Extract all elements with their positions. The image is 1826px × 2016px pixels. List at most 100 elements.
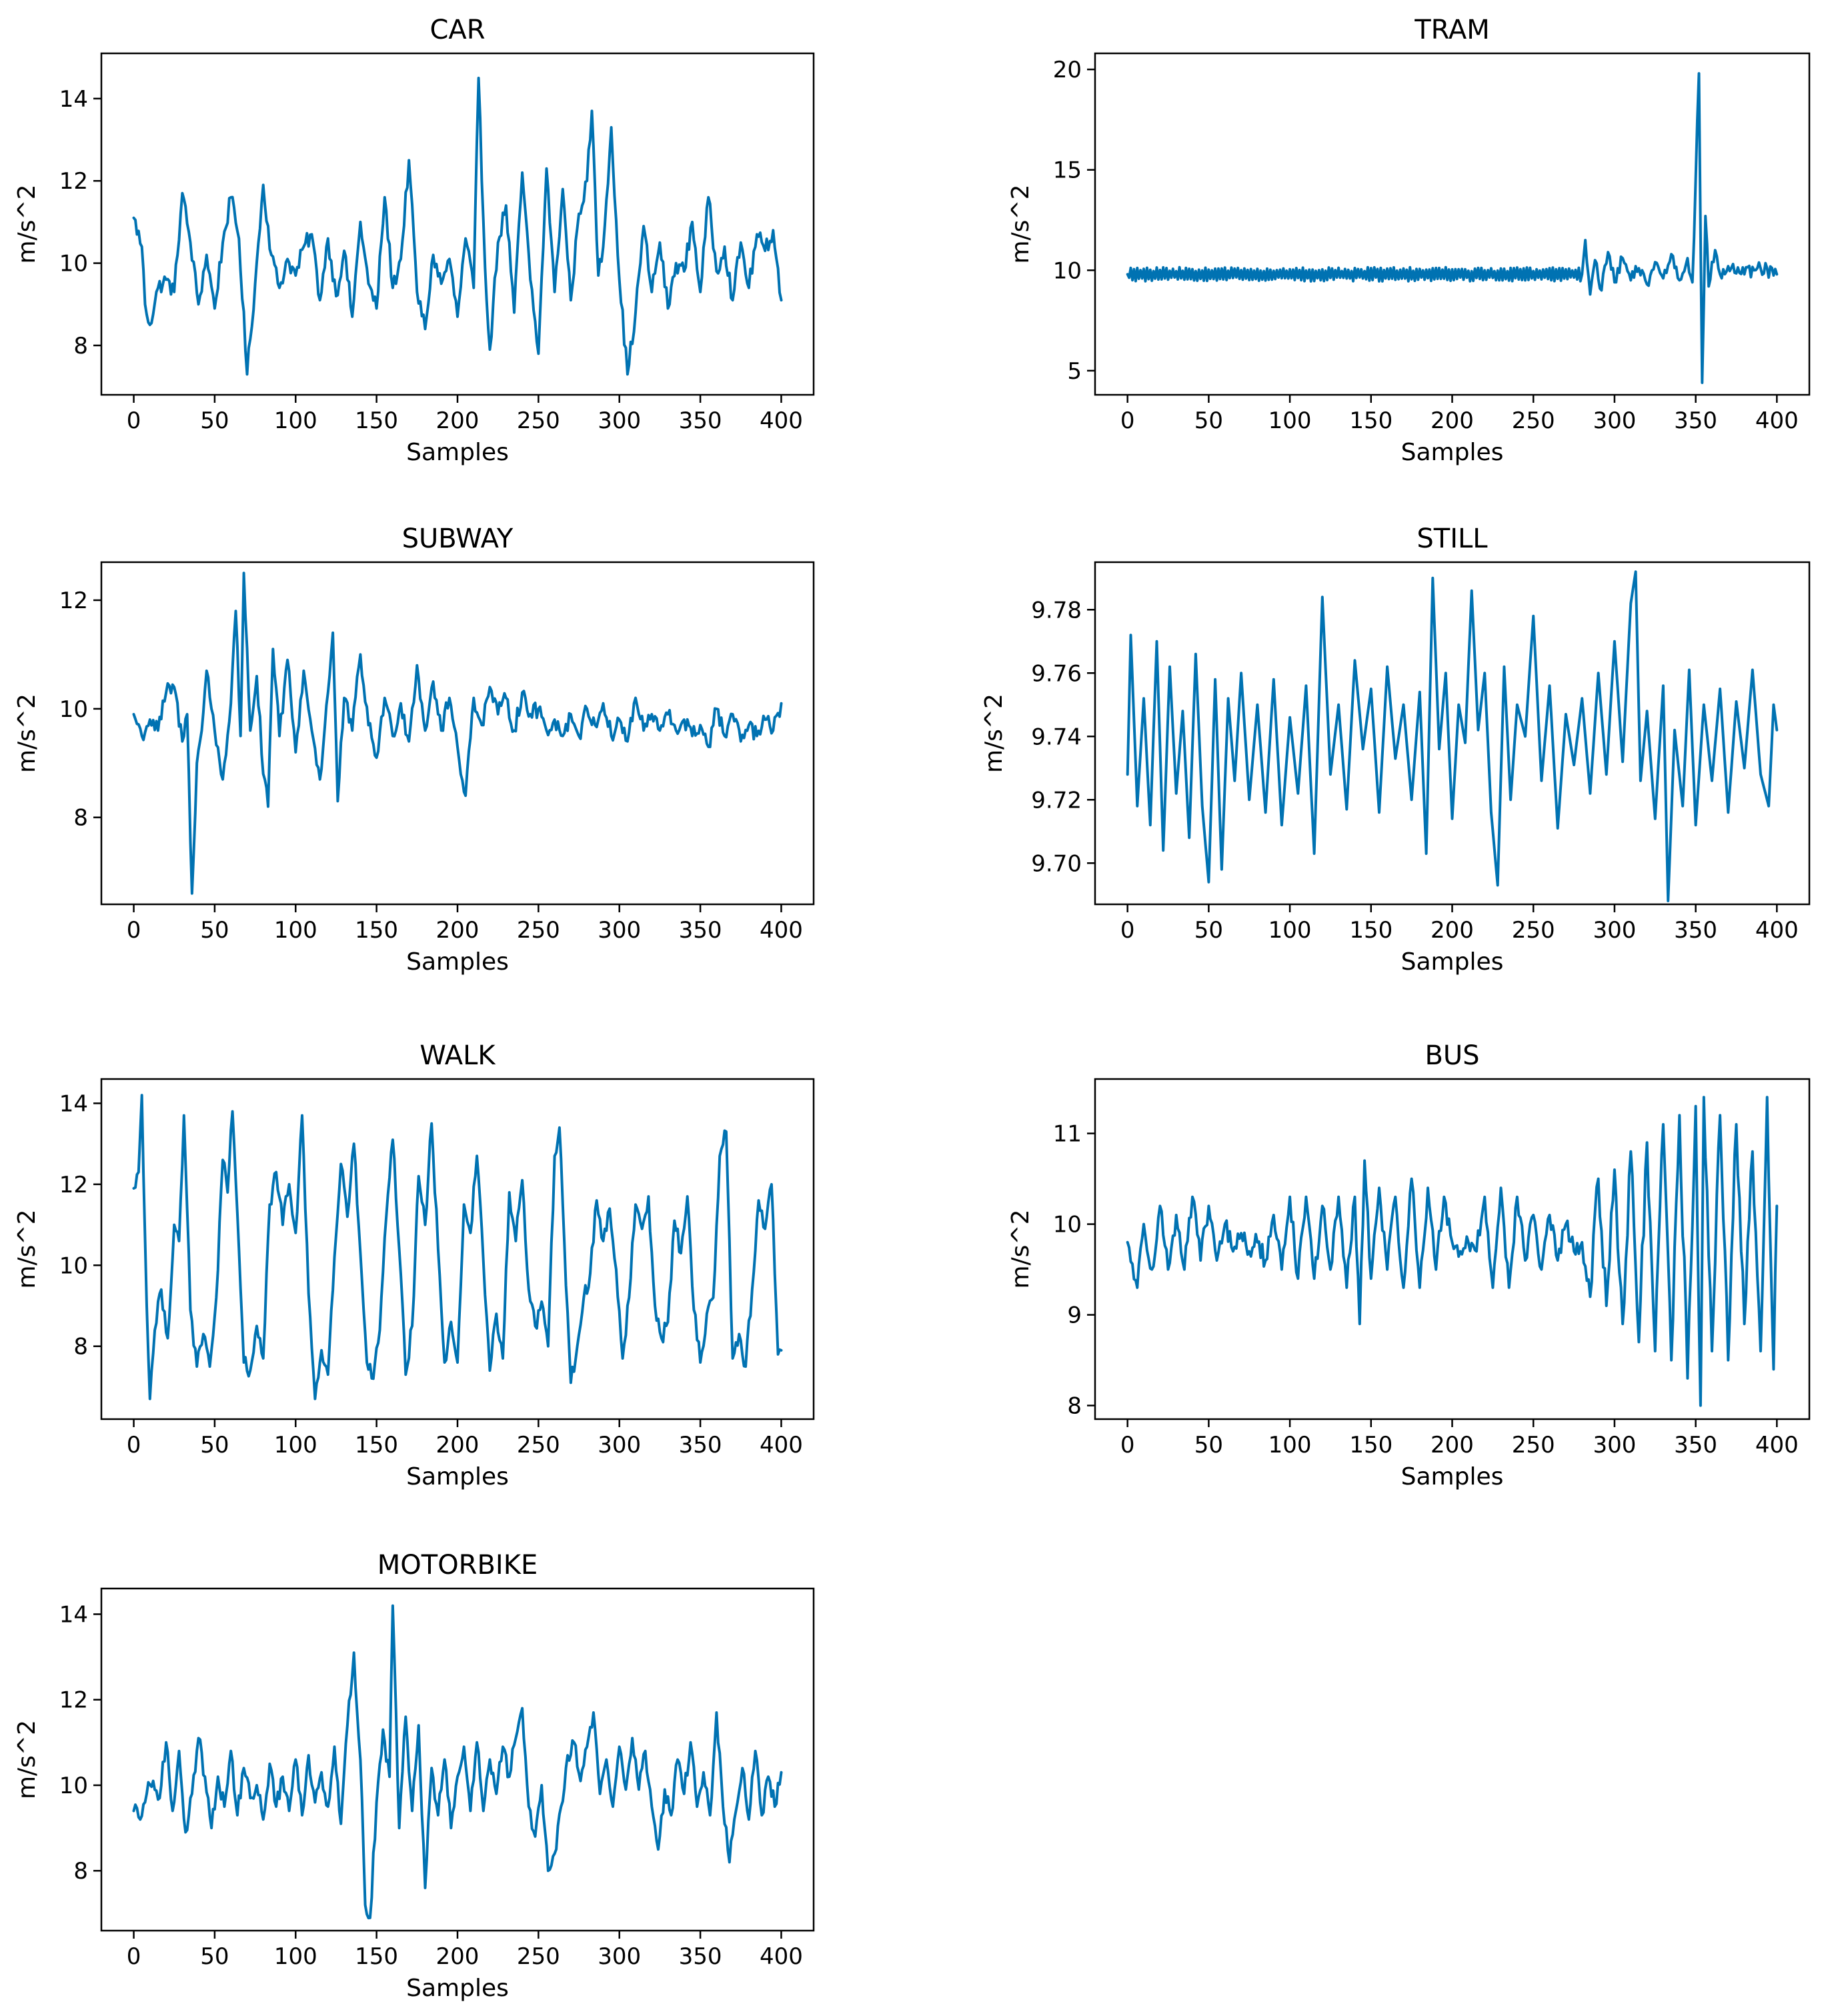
- y-tick-label: 10: [59, 696, 88, 723]
- x-tick-label: 300: [1593, 1432, 1636, 1458]
- x-tick-label: 0: [127, 917, 141, 944]
- x-tick-label: 350: [1674, 1432, 1717, 1458]
- x-axis-label: Samples: [1401, 439, 1504, 466]
- x-tick-label: 300: [1593, 407, 1636, 434]
- y-tick-label: 15: [1053, 157, 1082, 184]
- x-tick-label: 250: [517, 407, 560, 434]
- y-tick-label: 9.76: [1031, 660, 1082, 687]
- y-tick-label: 8: [73, 1334, 88, 1360]
- x-tick-label: 200: [436, 917, 480, 944]
- y-tick-label: 9.70: [1031, 850, 1082, 877]
- y-axis-label: m/s^2: [13, 184, 41, 263]
- x-tick-label: 150: [1349, 407, 1393, 434]
- subplot-tram: TRAM 0 50 100 150 200 250 300 350 400 5 10 15 20 Sampl…: [1007, 15, 1811, 466]
- x-tick-label: 250: [517, 1943, 560, 1970]
- x-tick-label: 300: [598, 1943, 641, 1970]
- y-tick-label: 9.74: [1031, 724, 1082, 750]
- y-tick-label: 8: [73, 333, 88, 359]
- y-tick-label: 14: [59, 1090, 88, 1117]
- y-axis-label: m/s^2: [1007, 184, 1034, 263]
- y-tick-label: 10: [59, 1252, 88, 1279]
- y-tick-label: 12: [59, 1172, 88, 1198]
- y-tick-label: 9: [1067, 1302, 1082, 1329]
- x-tick-label: 50: [200, 1943, 229, 1970]
- series-line: [1126, 570, 1779, 902]
- series-line: [1126, 72, 1779, 384]
- x-tick-label: 400: [1755, 1432, 1799, 1458]
- y-tick-label: 10: [1053, 257, 1082, 284]
- y-tick-label: 12: [59, 588, 88, 614]
- subplot-car: CAR 0 50 100 150 200 250 300 350 400 8 10 12 14 Sample…: [13, 15, 815, 466]
- x-axis-label: Samples: [406, 1463, 509, 1490]
- x-tick-label: 300: [598, 407, 641, 434]
- subplot-still: STILL 0 50 100 150 200 250 300 350 400 9.70 9.72 9.7…: [980, 524, 1811, 976]
- y-axis-label: m/s^2: [13, 1720, 41, 1799]
- x-tick-label: 50: [1194, 1432, 1223, 1458]
- x-tick-label: 350: [679, 1432, 722, 1458]
- y-tick-label: 11: [1053, 1121, 1082, 1148]
- y-tick-label: 9.72: [1031, 787, 1082, 814]
- x-axis-label: Samples: [406, 948, 509, 976]
- series-line: [132, 572, 783, 895]
- x-tick-label: 400: [760, 407, 803, 434]
- x-tick-label: 200: [436, 1943, 480, 1970]
- y-tick-label: 10: [1053, 1212, 1082, 1238]
- x-tick-label: 200: [436, 407, 480, 434]
- y-tick-label: 14: [59, 1601, 88, 1628]
- y-tick-label: 8: [73, 1858, 88, 1885]
- x-tick-label: 50: [200, 407, 229, 434]
- y-axis-label: m/s^2: [13, 1209, 41, 1288]
- x-tick-label: 100: [1268, 1432, 1312, 1458]
- x-axis-label: Samples: [1401, 1463, 1504, 1490]
- y-tick-label: 10: [59, 1773, 88, 1799]
- x-axis-label: Samples: [406, 1975, 509, 2002]
- x-tick-label: 150: [355, 1432, 398, 1458]
- y-axis-label: m/s^2: [13, 694, 41, 773]
- subplot-title: TRAM: [1414, 15, 1489, 45]
- series-line: [132, 1094, 783, 1400]
- x-tick-label: 250: [517, 917, 560, 944]
- x-tick-label: 150: [355, 917, 398, 944]
- x-tick-label: 250: [1512, 1432, 1555, 1458]
- x-tick-label: 0: [1120, 407, 1135, 434]
- x-tick-label: 150: [1349, 1432, 1393, 1458]
- x-axis-label: Samples: [406, 439, 509, 466]
- subplot-title: SUBWAY: [402, 524, 514, 554]
- x-axis-label: Samples: [1401, 948, 1504, 976]
- y-tick-label: 12: [59, 168, 88, 195]
- x-tick-label: 350: [1674, 917, 1717, 944]
- x-tick-label: 150: [355, 407, 398, 434]
- x-tick-label: 200: [436, 1432, 480, 1458]
- y-tick-label: 8: [73, 805, 88, 832]
- subplot-title: MOTORBIKE: [377, 1550, 538, 1581]
- x-tick-label: 0: [127, 1432, 141, 1458]
- y-axis-label: m/s^2: [980, 694, 1008, 773]
- y-axis-label: m/s^2: [1007, 1209, 1034, 1288]
- plot-frame: [100, 1587, 815, 1932]
- x-tick-label: 400: [760, 1943, 803, 1970]
- x-tick-label: 250: [1512, 407, 1555, 434]
- x-tick-label: 150: [355, 1943, 398, 1970]
- x-tick-label: 50: [1194, 917, 1223, 944]
- plot-frame: [100, 561, 815, 906]
- y-tick-label: 10: [59, 251, 88, 277]
- x-tick-label: 50: [200, 1432, 229, 1458]
- subplot-title: CAR: [429, 15, 485, 45]
- x-tick-label: 350: [679, 1943, 722, 1970]
- x-tick-label: 50: [1194, 407, 1223, 434]
- subplot-subway: SUBWAY 0 50 100 150 200 250 300 350 400 8 10 12 Sampl…: [13, 524, 815, 976]
- x-tick-label: 400: [760, 917, 803, 944]
- subplot-title: BUS: [1425, 1040, 1479, 1071]
- x-tick-label: 350: [679, 917, 722, 944]
- x-tick-label: 200: [1431, 917, 1474, 944]
- x-tick-label: 250: [1512, 917, 1555, 944]
- series-line: [132, 77, 783, 376]
- x-tick-label: 100: [274, 407, 317, 434]
- x-tick-label: 400: [1755, 407, 1799, 434]
- x-tick-label: 100: [1268, 407, 1312, 434]
- x-tick-label: 300: [1593, 917, 1636, 944]
- x-tick-label: 300: [598, 1432, 641, 1458]
- subplot-walk: WALK 0 50 100 150 200 250 300 350 400 8 10 12 14 Sampl…: [13, 1040, 815, 1490]
- series-line: [1126, 1096, 1779, 1407]
